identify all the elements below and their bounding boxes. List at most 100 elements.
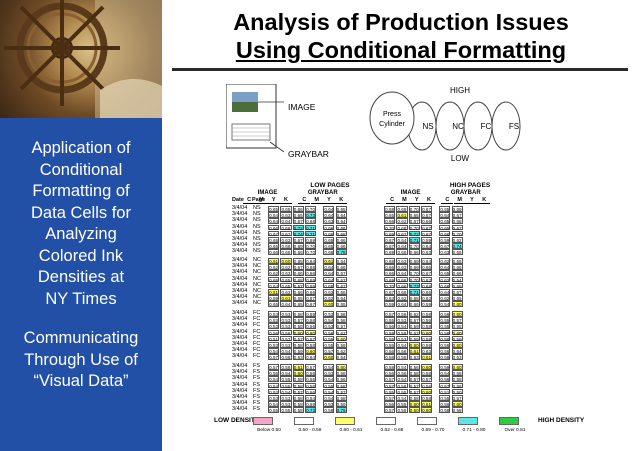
row-page: FC: [253, 322, 261, 329]
table-cell: 0.59: [420, 301, 433, 308]
table-cell: 0.57: [384, 376, 396, 383]
table-cell: 0.70: [408, 224, 420, 231]
table-cell: 0.69: [384, 249, 396, 256]
table-cell: 0.60: [451, 364, 463, 370]
table-cell: 0.62: [439, 276, 451, 283]
table-cell: 0.53: [280, 395, 292, 401]
table-cell: 0.64: [268, 212, 280, 219]
table-cell: 0.67: [396, 230, 408, 237]
table-cell: 0.63: [396, 264, 408, 271]
table-cell: 0.63: [420, 295, 433, 302]
legend-swatch: [335, 417, 355, 425]
table-cell: 0.67: [451, 212, 463, 219]
table-cell: 0.62: [396, 218, 408, 225]
legend-label: Below 0.50: [257, 428, 281, 433]
table-cell: 0.55: [335, 301, 347, 308]
table-cell: 0.65: [323, 237, 335, 243]
cmyk-header: C: [243, 197, 256, 204]
table-cell: 0.56: [304, 382, 317, 389]
table-cell: 0.61: [268, 258, 280, 264]
low-density-label: LOW DENSITY: [214, 417, 260, 424]
row-date: 3/4/04: [232, 322, 248, 329]
table-cell: 0.66: [451, 249, 463, 256]
sidebar-line: Application of: [31, 139, 131, 157]
table-cell: 0.54: [323, 376, 335, 383]
table-cell: 0.64: [451, 348, 463, 355]
table-cell: 0.63: [439, 249, 451, 256]
cmyk-header: Y: [465, 197, 479, 204]
table-cell: 0.66: [268, 249, 280, 256]
table-cell: 0.54: [268, 376, 280, 383]
row-page: NS: [253, 223, 261, 230]
table-cell: 0.64: [323, 264, 335, 271]
table-cell: 0.69: [384, 276, 396, 283]
table-cell: 0.56: [439, 311, 451, 317]
table-cell: 0.52: [268, 388, 280, 395]
row-date: 3/4/04: [232, 257, 248, 263]
table-cell: 0.64: [304, 258, 317, 264]
table-cell: 0.56: [439, 342, 451, 348]
table-cell: 0.58: [451, 376, 463, 383]
table-cell: 0.53: [268, 311, 280, 317]
table-cell: 0.60: [408, 407, 420, 414]
table-cell: 0.63: [396, 258, 408, 264]
table-cell: 0.58: [420, 311, 433, 317]
cmyk-header: Y: [410, 197, 423, 204]
table-cell: 0.60: [451, 311, 463, 317]
table-cell: 0.58: [335, 311, 347, 317]
table-cell: 0.66: [396, 282, 408, 289]
table-cell: 0.66: [451, 270, 463, 277]
table-cell: 0.70: [384, 224, 396, 231]
table-cell: 0.59: [408, 335, 420, 342]
cmyk-header: M: [310, 197, 323, 204]
table-cell: 0.63: [408, 329, 420, 336]
table-cell: 0.64: [396, 237, 408, 243]
table-cell: 0.64: [396, 270, 408, 277]
table-cell: 0.59: [420, 342, 433, 348]
table-cell: 0.54: [439, 370, 451, 377]
sidebar-line: Colored Ink: [38, 246, 124, 265]
table-cell: 0.53: [396, 335, 408, 342]
table-cell: 0.67: [292, 282, 304, 289]
table-cell: 0.65: [335, 206, 347, 212]
table-cell: 0.65: [439, 206, 451, 212]
sidebar-line: Communicating: [23, 329, 139, 347]
table-cell: 0.66: [396, 249, 408, 256]
table-cell: 0.53: [323, 370, 335, 377]
table-cell: 0.70: [304, 249, 317, 256]
legend-label: Over 0.81: [504, 428, 526, 433]
title-line-1: Analysis of Production Issues: [233, 9, 569, 35]
table-cell: 0.57: [384, 311, 396, 317]
row-page: FS: [253, 394, 261, 400]
row-date: 3/4/04: [232, 269, 248, 276]
table-cell: 0.65: [420, 289, 433, 295]
table-cell: 0.61: [396, 212, 408, 219]
table-cell: 0.71: [304, 224, 317, 231]
table-cell: 0.67: [304, 301, 317, 308]
table-cell: 0.64: [439, 212, 451, 219]
row-date: 3/4/04: [232, 281, 248, 288]
table-cell: 0.59: [451, 335, 463, 342]
ship-wheel-image: [0, 0, 162, 118]
table-cell: 0.56: [408, 364, 420, 370]
table-cell: 0.70: [451, 230, 463, 237]
table-cell: 0.64: [280, 218, 292, 225]
table-cell: 0.55: [396, 407, 408, 414]
table-cell: 0.62: [451, 237, 463, 243]
table-cell: 0.54: [451, 276, 463, 283]
table-cell: 0.54: [396, 376, 408, 383]
table-cell: 0.57: [323, 348, 335, 355]
table-cell: 0.54: [323, 395, 335, 401]
cmyk-header: Y: [322, 197, 336, 204]
table-cell: 0.64: [335, 218, 347, 225]
row-date: 3/4/04: [232, 275, 248, 282]
legend-swatch: [294, 417, 314, 425]
row-page: FS: [253, 387, 261, 394]
table-cell: 0.64: [335, 258, 347, 264]
table-cell: 0.60: [420, 329, 433, 336]
table-cell: 0.67: [384, 289, 396, 295]
table-cell: 0.65: [451, 295, 463, 302]
table-cell: 0.58: [451, 407, 463, 414]
table-cell: 0.70: [408, 206, 420, 212]
table-cell: 0.61: [420, 354, 433, 361]
